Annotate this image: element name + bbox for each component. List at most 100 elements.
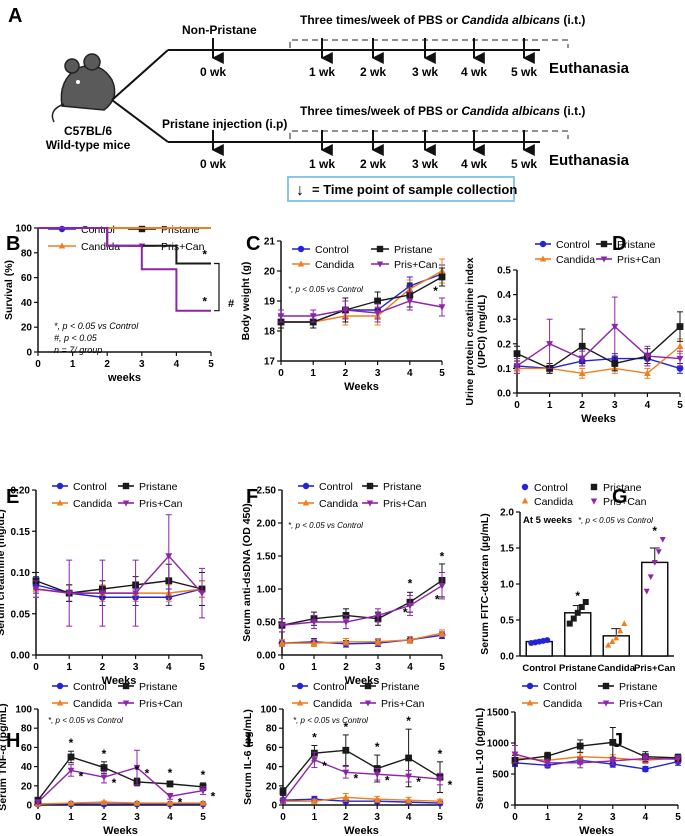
significance-star: * [406,714,411,728]
x-tick-label: 0 [35,359,41,370]
marker-priscan [374,612,382,620]
marker-priscan [647,574,654,581]
y-tick-label: 60 [21,743,33,754]
legend-label-control: Control [319,481,353,493]
x-tick-label: 1 [547,400,553,411]
endpoint-top: Euthanasia [549,60,630,77]
marker-candida [373,795,381,802]
legend-label-control: Control [534,482,568,494]
marker-priscan [278,622,286,630]
significance-star: * [211,790,216,804]
annotation: *, p < 0.05 vs Control [48,716,123,725]
series-control [32,576,206,606]
series-line-candida [281,270,443,323]
annotation: #, p < 0.05 [54,333,98,343]
marker-candida [302,499,310,506]
endpoint-bottom: Euthanasia [549,152,630,169]
significance-hash: # [228,298,234,310]
marker-pristane [578,342,586,350]
legend-label-priscan: Pris+Can [394,259,438,271]
significance-star: * [322,759,327,773]
x-tick-label: 3 [139,359,145,370]
marker-priscan [311,757,318,764]
legend-label-pristane: Pristane [617,239,656,251]
marker-pristane [609,738,617,746]
category-label: Control [522,663,556,674]
timepoint-label: 0 wk [200,157,226,171]
significance-star: * [202,295,207,309]
branch-top [111,49,169,101]
y-axis-label: (UPCI) (mg/dL) [476,295,488,369]
x-tick-label: 1 [545,812,551,823]
annotation: *, p < 0.05 vs Control [293,716,368,725]
series-priscan [32,514,206,627]
marker-candida [296,699,304,706]
marker-candida [405,796,412,803]
y-tick-label: 17 [264,357,276,368]
series-control [277,264,446,329]
y-axis-label: Serum IL-10 (pg/mL) [474,708,486,810]
timepoint-label: 3 wk [412,157,438,171]
series-line-candida [517,345,681,375]
series-line-priscan [37,766,204,803]
x-tick-label: 3 [133,662,139,673]
marker-candida [56,699,64,706]
marker-candida [644,369,651,377]
mouse-icon [51,53,116,123]
marker-priscan [67,767,75,775]
marker-priscan [406,602,414,610]
y-tick-label: 0 [503,801,509,812]
marker-priscan [436,776,444,783]
y-tick-label: 40 [21,298,33,309]
marker-priscan [364,700,372,707]
marker-priscan [600,256,608,263]
y-axis-label: Serum IL-6 (pg/mL) [242,709,254,805]
y-tick-label: 0.00 [257,651,277,662]
x-tick-label: 0 [280,812,286,823]
x-tick-label: 1 [70,359,76,370]
panel-g: G 0.0 0.5 1.0 1.5 2.0 Serum FITC-dextran (µg/m… [479,482,676,674]
marker-candida [617,627,624,634]
marker-pristane [67,753,75,761]
series-line-priscan [281,300,443,317]
significance-star: * [408,577,413,591]
marker-priscan [32,586,40,593]
marker-candida [278,639,286,646]
y-tick-label: 100 [260,705,277,716]
marker-pristane [513,350,521,358]
x-tick-label: 0 [279,662,285,673]
series-priscan [278,572,446,633]
marker-priscan [279,798,287,805]
x-tick-label: 2 [104,359,110,370]
panel-letter-c: C [246,233,260,255]
marker-control [302,482,310,490]
marker-pristane [566,620,573,627]
series-line-priscan [514,753,679,764]
marker-candida [676,342,684,349]
marker-candida [609,638,616,644]
marker-priscan [659,536,666,543]
marker-priscan [643,588,650,595]
marker-candida [621,620,628,626]
panel-letter-j: J [612,730,623,752]
mouse-strain-label: C57BL/6 [64,124,112,138]
x-axis-label: weeks [107,372,141,384]
marker-pristane [600,240,608,248]
marker-priscan [373,771,381,779]
y-tick-label: 0.15 [11,527,31,538]
marker-pristane [590,483,598,491]
marker-pristane [544,752,551,760]
timepoint-label: 2 wk [360,65,386,79]
marker-pristane [570,615,577,622]
marker-control [526,682,534,690]
legend-label-control: Control [543,681,577,693]
marker-priscan [132,590,139,597]
marker-priscan [651,560,658,566]
group-pristane: Pristane injection (i.p) [162,117,287,131]
marker-control [296,682,304,690]
marker-candida [100,798,108,805]
y-tick-label: 0.20 [11,486,31,497]
x-axis-label: Weeks [344,825,379,836]
legend-label-priscan: Pris+Can [139,698,183,710]
